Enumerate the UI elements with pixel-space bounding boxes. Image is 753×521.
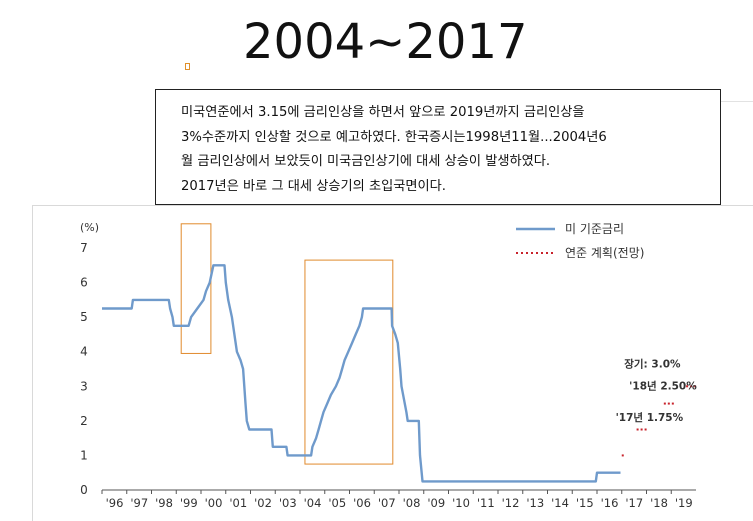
x-tick-label: '13	[526, 496, 544, 510]
forecast-dot	[663, 402, 666, 405]
forecast-dot	[686, 385, 689, 388]
x-tick-label: '96	[106, 496, 124, 510]
description-textbox: 미국연준에서 3.15에 금리인상을 하면서 앞으로 2019년까지 금리인상을…	[155, 89, 721, 205]
forecast-dot	[671, 402, 674, 405]
x-tick-label: '14	[551, 496, 569, 510]
forecast-label: '17년 1.75%	[616, 411, 684, 424]
fed-rate-line	[102, 264, 621, 483]
x-tick-label: '12	[502, 496, 520, 510]
forecast-dot	[636, 428, 639, 431]
forecast-dot	[667, 402, 670, 405]
legend-dot-swatch	[536, 252, 538, 254]
forecast-dot	[694, 385, 697, 388]
forecast-dot	[644, 428, 647, 431]
legend-label: 미 기준금리	[565, 222, 624, 236]
x-tick-label: '16	[601, 496, 619, 510]
x-tick-label: '17	[625, 496, 643, 510]
x-tick-label: '97	[130, 496, 148, 510]
slide-title: 2004~2017	[243, 14, 528, 70]
forecast-annotations: '17년 1.75% '18년 2.50% 장기: 3.0%	[616, 357, 698, 424]
x-tick-label: '19	[675, 496, 693, 510]
anchor-marker	[185, 63, 190, 70]
x-tick-label: '01	[229, 496, 247, 510]
x-tick-label: '07	[378, 496, 396, 510]
y-tick-label: 0	[80, 483, 88, 497]
x-tick-label: '00	[205, 496, 223, 510]
x-tick-label: '98	[155, 496, 173, 510]
y-tick-label: 2	[80, 414, 88, 428]
x-tick-label: '10	[452, 496, 470, 510]
x-tick-label: '03	[279, 496, 297, 510]
x-tick-label: '15	[576, 496, 594, 510]
x-tick-label: '04	[304, 496, 322, 510]
x-tick-label: '02	[254, 496, 272, 510]
highlight-boxes	[180, 223, 394, 465]
legend-dot-swatch	[541, 252, 543, 254]
y-tick-label: 7	[80, 241, 88, 255]
forecast-label: 장기: 3.0%	[624, 357, 681, 370]
x-tick-label: '99	[180, 496, 198, 510]
series-lines	[102, 264, 697, 483]
legend-dot-swatch	[516, 252, 518, 254]
forecast-label: '18년 2.50%	[629, 380, 697, 393]
legend-label: 연준 계획(전망)	[565, 246, 644, 260]
x-tick-label: '18	[650, 496, 668, 510]
x-tick-label: '08	[403, 496, 421, 510]
legend-dot-swatch	[521, 252, 523, 254]
legend-dot-swatch	[526, 252, 528, 254]
highlight-box	[180, 223, 212, 354]
y-tick-label: 6	[80, 276, 88, 290]
highlight-box	[304, 259, 394, 465]
legend-dot-swatch	[551, 252, 553, 254]
y-tick-label: 5	[80, 310, 88, 324]
x-tick-label: '06	[353, 496, 371, 510]
legend-dot-swatch	[546, 252, 548, 254]
x-tick-label: '09	[427, 496, 445, 510]
description-line: 3%수준까지 인상할 것으로 예고하였다. 한국증시는1998년11월...20…	[181, 129, 607, 145]
x-tick-label: '11	[477, 496, 495, 510]
description-line: 월 금리인상에서 보았듯이 미국금인상기에 대세 상승이 발생하였다.	[181, 154, 551, 169]
forecast-dot	[640, 428, 643, 431]
description-line: 미국연준에서 3.15에 금리인상을 하면서 앞으로 2019년까지 금리인상을	[181, 105, 585, 120]
chart-axes: (%) 0 1 2 3 4 5 6 7 '96 '97 '98 '99 '00 '01 '02 '03 '04 '0…	[80, 221, 696, 510]
legend-dot-swatch	[531, 252, 533, 254]
y-tick-label: 4	[80, 345, 88, 359]
y-unit-label: (%)	[80, 221, 99, 234]
forecast-dot	[690, 385, 693, 388]
y-tick-label: 3	[80, 379, 88, 393]
forecast-dot	[621, 454, 624, 457]
chart-panel	[32, 205, 753, 521]
y-tick-label: 1	[80, 448, 88, 462]
x-tick-label: '05	[328, 496, 346, 510]
description-line: 2017년은 바로 그 대세 상승기의 초입국면이다.	[181, 178, 446, 194]
